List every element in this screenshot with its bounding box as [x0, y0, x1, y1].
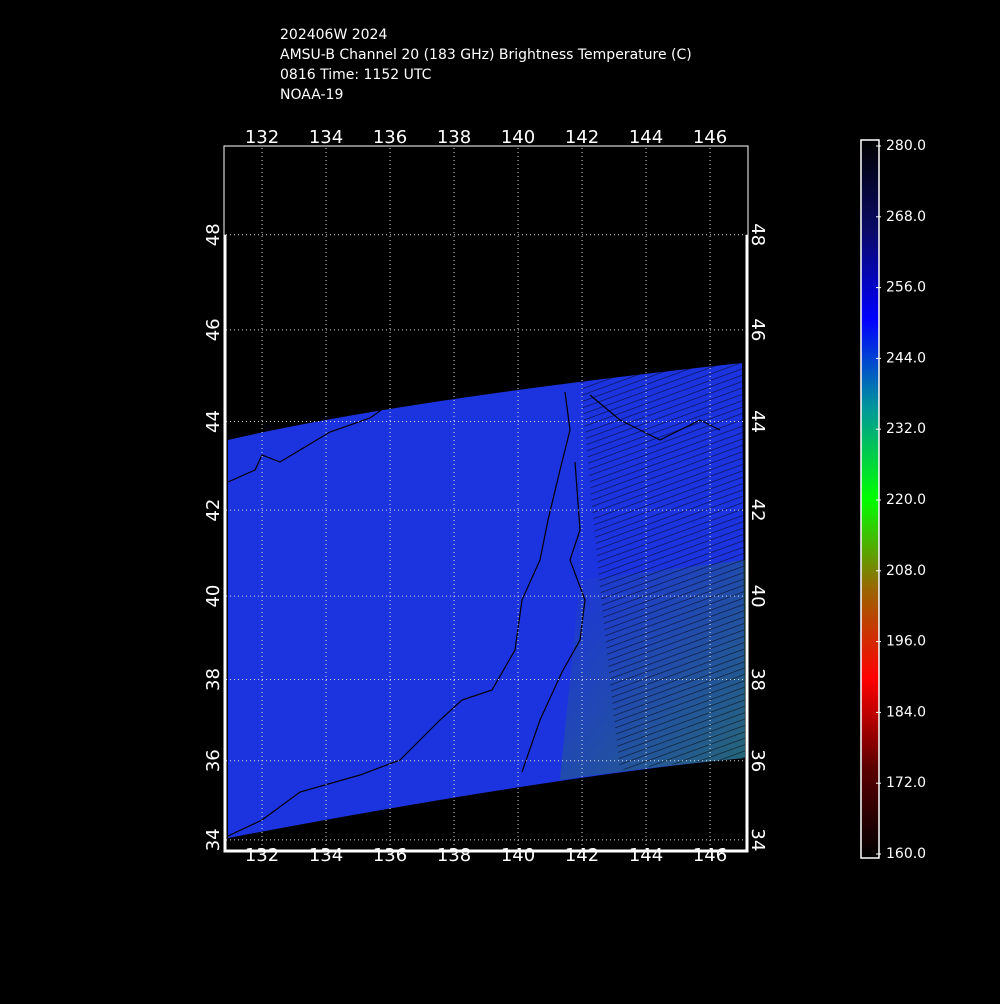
lat-tick-label: 46 [203, 318, 224, 341]
lat-tick-label: 38 [203, 668, 224, 691]
lon-tick-label: 146 [693, 845, 727, 866]
swath-scanlines [580, 363, 745, 770]
lon-tick-label: 136 [373, 127, 407, 148]
colorbar-ramp [860, 139, 880, 859]
lat-tick-label: 36 [203, 749, 224, 772]
lon-tick-label: 138 [437, 845, 471, 866]
lon-tick-label: 134 [309, 127, 343, 148]
title-line: 202406W 2024 [280, 27, 387, 43]
map-axes: 132 132 134 134 136 136 138 138 140 140 142 142 144 1… [203, 127, 768, 866]
coastline [227, 391, 571, 837]
coastline [589, 394, 721, 441]
colorbar-label: 232.0 [886, 421, 926, 437]
lat-tick-label: 34 [747, 828, 768, 851]
lat-tick-label: 44 [203, 410, 224, 433]
colorbar-label: 196.0 [886, 634, 926, 650]
lon-tick-label: 146 [693, 127, 727, 148]
lat-tick-label: 36 [747, 749, 768, 772]
colorbar-label: 280.0 [886, 138, 926, 154]
lon-tick-label: 142 [565, 845, 599, 866]
colorbar-label: 268.0 [886, 209, 926, 225]
swath [228, 363, 745, 838]
lon-tick-label: 140 [501, 127, 535, 148]
lon-tick-label: 144 [629, 127, 663, 148]
colorbar-label: 184.0 [886, 704, 926, 720]
lat-tick-label: 42 [747, 499, 768, 522]
lat-tick-label: 48 [203, 223, 224, 246]
title-line: 0816 Time: 1152 UTC [280, 67, 432, 83]
colorbar-label: 256.0 [886, 280, 926, 296]
lon-tick-label: 136 [373, 845, 407, 866]
lon-tick-label: 132 [245, 127, 279, 148]
lat-tick-label: 40 [747, 585, 768, 608]
lat-tick-label: 34 [203, 828, 224, 851]
lon-tick-label: 142 [565, 127, 599, 148]
title-line: NOAA-19 [280, 87, 343, 103]
colorbar-label: 220.0 [886, 492, 926, 508]
colorbar-label: 244.0 [886, 350, 926, 366]
colorbar-label: 160.0 [886, 846, 926, 862]
lat-tick-label: 40 [203, 585, 224, 608]
colorbar: 160.0 172.0 184.0 196.0 208.0 220.0 232.0 244.0… [860, 138, 926, 862]
title-line: AMSU-B Channel 20 (183 GHz) Brightness T… [280, 47, 692, 63]
lon-tick-label: 140 [501, 845, 535, 866]
lat-tick-label: 46 [747, 318, 768, 341]
lat-tick-label: 44 [747, 410, 768, 433]
lat-tick-label: 38 [747, 668, 768, 691]
lon-tick-label: 134 [309, 845, 343, 866]
colorbar-label: 208.0 [886, 563, 926, 579]
colorbar-label: 172.0 [886, 775, 926, 791]
coastlines [227, 391, 721, 837]
coastline [227, 407, 385, 483]
lon-tick-label: 144 [629, 845, 663, 866]
lat-tick-label: 42 [203, 499, 224, 522]
lon-tick-label: 132 [245, 845, 279, 866]
lon-tick-label: 138 [437, 127, 471, 148]
lat-tick-label: 48 [747, 223, 768, 246]
